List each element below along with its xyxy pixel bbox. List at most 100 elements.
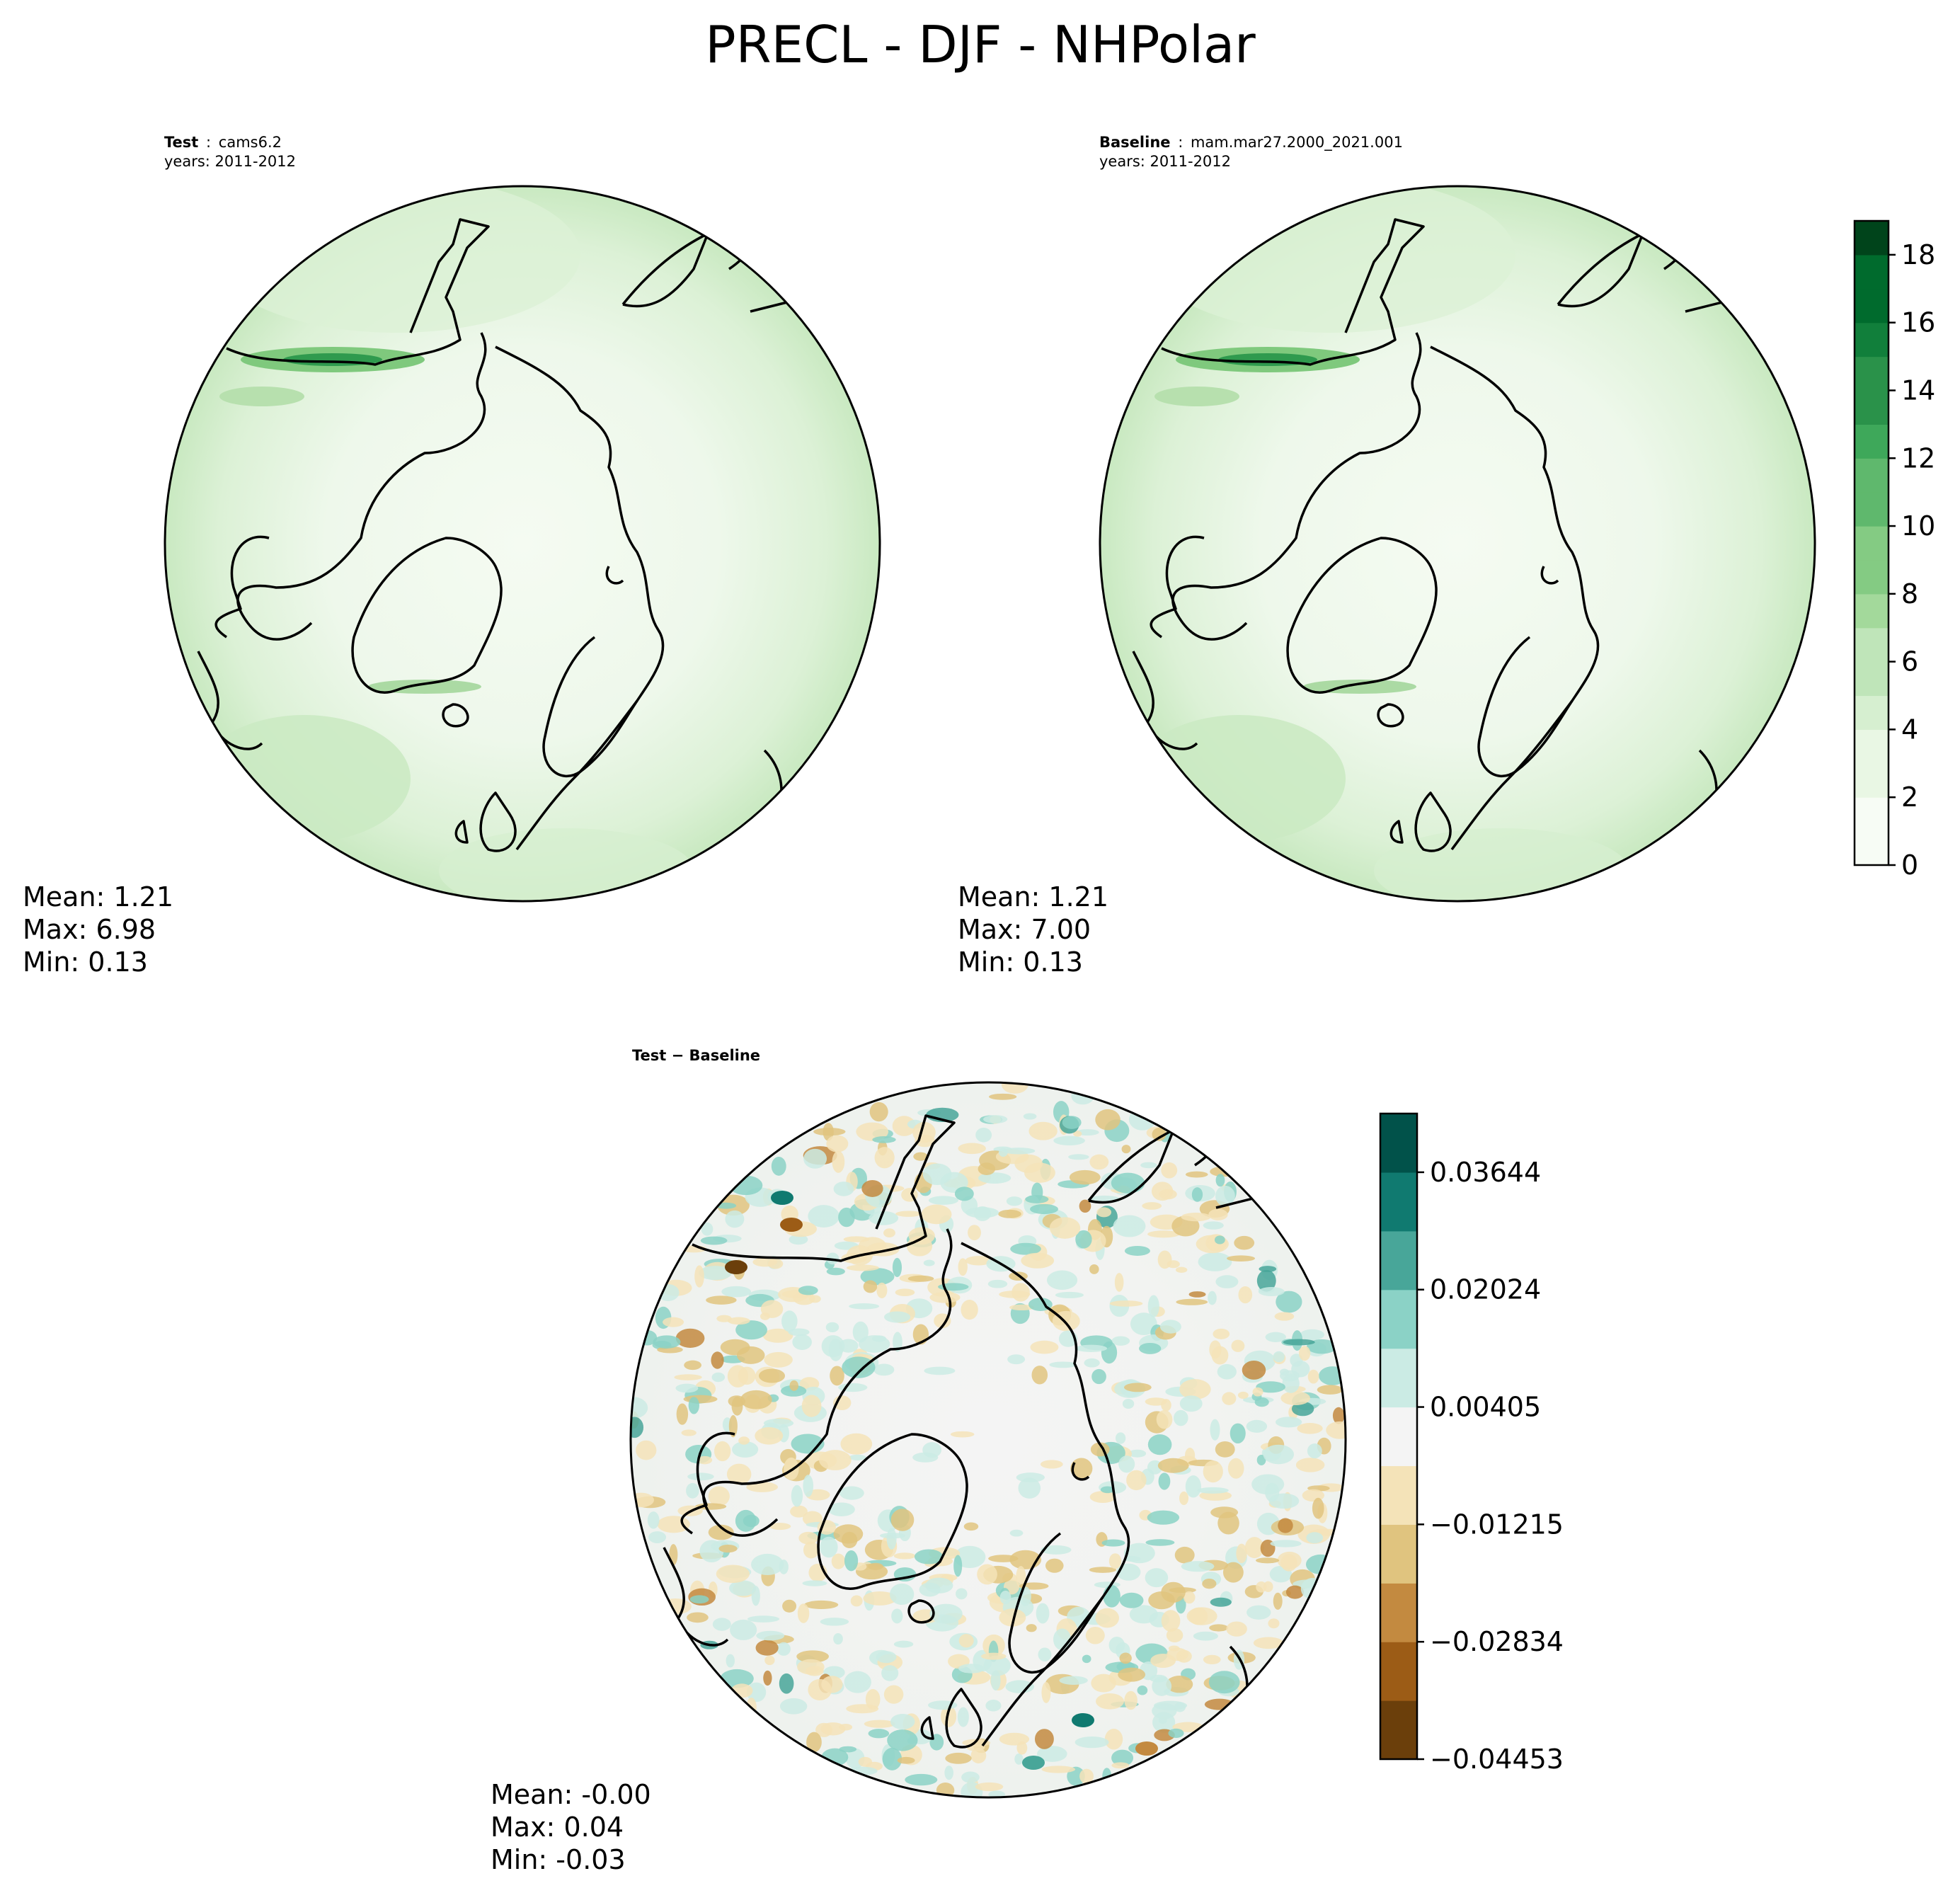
- diff-cell: [1145, 1568, 1169, 1588]
- diff-cell: [1091, 1368, 1106, 1385]
- diff-cell: [886, 1528, 897, 1550]
- diff-cell: [1175, 1266, 1188, 1274]
- diff-cell: [958, 1634, 974, 1648]
- diff-cell: [1166, 1676, 1193, 1693]
- diff-cell: [1247, 1605, 1271, 1620]
- diff-cell: [803, 1541, 819, 1559]
- colorbar-precip: 0 2 4 6 8 10 12 14 16 18: [1853, 219, 1935, 881]
- colorbar-diff-tick-label: −0.04453: [1430, 1744, 1564, 1775]
- diff-cell: [1152, 1703, 1177, 1720]
- colorbar-diff-segment: [1380, 1524, 1417, 1584]
- diff-cell: [1234, 1235, 1255, 1250]
- diff-cell: [1104, 1729, 1123, 1750]
- diff-cell: [732, 1441, 759, 1458]
- diff-cell: [779, 1698, 808, 1715]
- diff-cell: [725, 1210, 745, 1228]
- diff-cell: [1140, 1162, 1157, 1169]
- diff-cell: [797, 1603, 810, 1623]
- diff-cell: [1151, 1182, 1174, 1201]
- panel-test-mean: Mean: 1.21: [23, 881, 173, 912]
- panel-baseline-min: Min: 0.13: [958, 946, 1083, 978]
- diff-cell: [808, 1678, 832, 1701]
- diff-cell: [1095, 1109, 1121, 1131]
- map-diff[interactable]: [618, 1075, 1353, 1802]
- panel-baseline-label: Baseline : mam.mar27.2000_2021.001: [1099, 134, 1403, 151]
- diff-cell: [1203, 1654, 1221, 1665]
- diff-cell: [791, 1484, 803, 1507]
- diff-cell: [1208, 1291, 1217, 1305]
- diff-cell: [1101, 1539, 1125, 1547]
- diff-cell: [1085, 1627, 1105, 1644]
- diff-cell: [755, 1427, 784, 1445]
- colorbar-precip-tick-label: 10: [1901, 510, 1935, 542]
- colorbar-precip-tick-label: 14: [1901, 374, 1935, 406]
- map-baseline[interactable]: [1099, 177, 1816, 913]
- diff-cell: [819, 1450, 852, 1470]
- diff-cell: [820, 1536, 838, 1558]
- diff-cell: [1215, 1185, 1235, 1207]
- colorbar-precip-tick-label: 12: [1901, 442, 1935, 474]
- diff-cell: [1096, 1693, 1125, 1710]
- diff-cell: [1307, 1369, 1319, 1384]
- diff-cell: [1109, 1300, 1143, 1307]
- diff-cell: [1011, 1283, 1030, 1302]
- diff-cell: [1111, 1762, 1130, 1769]
- diff-cell: [1123, 1543, 1155, 1564]
- diff-cell: [1009, 1304, 1035, 1311]
- diff-cell: [1084, 1358, 1100, 1368]
- diff-cell: [1152, 1676, 1172, 1696]
- diff-cell: [1188, 1291, 1206, 1298]
- diff-cell: [636, 1440, 657, 1460]
- diff-cell: [832, 1150, 845, 1173]
- diff-cell: [1278, 1518, 1293, 1533]
- diff-cell: [1079, 1199, 1091, 1213]
- diff-cell: [792, 1334, 812, 1350]
- colorbar-precip-tick-label: 16: [1901, 307, 1935, 338]
- diff-cell: [913, 1152, 928, 1161]
- colorbar-diff-tick-label: 0.02024: [1430, 1274, 1541, 1305]
- diff-cell-strong: [1072, 1713, 1094, 1727]
- diff-cell: [1059, 1676, 1088, 1686]
- diff-cell: [1217, 1363, 1237, 1380]
- diff-cell: [826, 1267, 845, 1276]
- diff-cell: [683, 1395, 718, 1404]
- diff-cell: [1174, 1702, 1186, 1712]
- diff-cell: [631, 1417, 644, 1438]
- diff-cell: [1049, 1361, 1077, 1368]
- diff-cell: [1209, 1340, 1222, 1359]
- diff-cell: [759, 1368, 786, 1383]
- panel-baseline-max: Max: 7.00: [958, 914, 1091, 945]
- colorbar-precip-segment: [1855, 254, 1889, 290]
- colorbar-diff-segment: [1380, 1642, 1417, 1701]
- diff-cell: [688, 1397, 699, 1414]
- diff-cell: [890, 1714, 915, 1729]
- diff-cell: [1203, 1460, 1223, 1483]
- diff-cell: [1156, 1409, 1173, 1429]
- colorbar-precip-frame: [1853, 219, 1890, 866]
- diff-cell: [1089, 1154, 1109, 1170]
- diff-cell: [1025, 1195, 1049, 1203]
- diff-cell: [808, 1205, 839, 1228]
- map-test[interactable]: [164, 177, 881, 913]
- diff-cell: [1014, 1753, 1024, 1765]
- diff-cell: [922, 1163, 952, 1185]
- colorbar-diff-segment: [1380, 1172, 1417, 1232]
- diff-cell: [1100, 1486, 1115, 1494]
- diff-cell: [844, 1550, 859, 1572]
- diff-cell: [999, 1732, 1030, 1746]
- diff-cell: [1280, 1368, 1289, 1376]
- diff-cell: [863, 1280, 878, 1293]
- diff-cell: [1298, 1346, 1311, 1361]
- diff-cell: [1157, 1250, 1172, 1269]
- diff-cell: [720, 1669, 754, 1688]
- colorbar-precip-segment: [1855, 526, 1889, 561]
- panel-diff-mean: Mean: -0.00: [491, 1779, 651, 1810]
- diff-cell: [789, 1234, 808, 1245]
- diff-cell: [1214, 1235, 1225, 1245]
- diff-cell: [841, 1531, 858, 1549]
- diff-cell: [825, 1322, 839, 1333]
- diff-cell: [1280, 1554, 1297, 1572]
- diff-cell: [1197, 1487, 1229, 1494]
- diff-cell: [953, 1555, 963, 1577]
- diff-cell: [697, 1455, 713, 1465]
